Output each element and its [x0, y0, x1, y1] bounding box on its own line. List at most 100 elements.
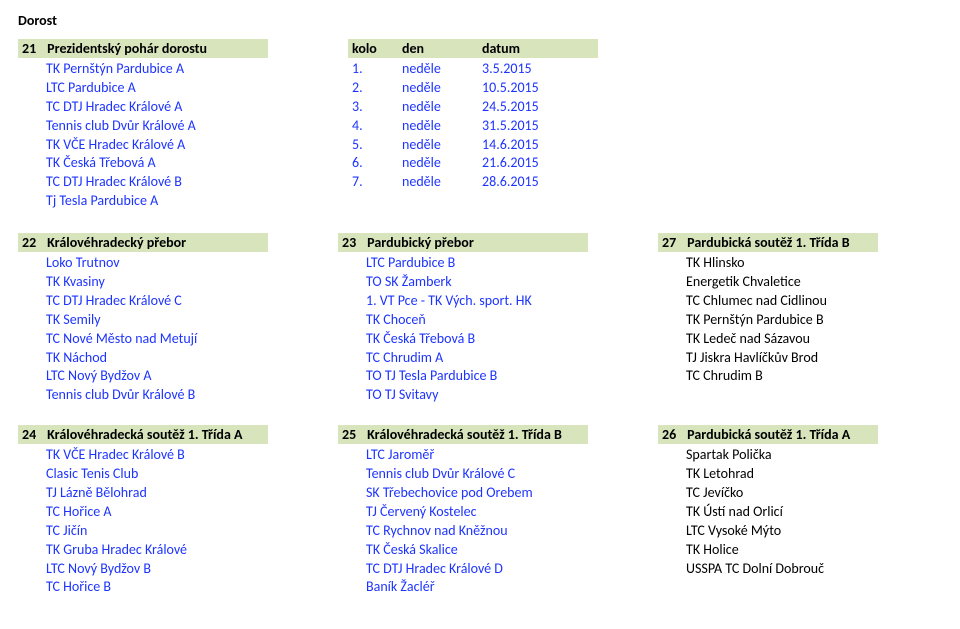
schedule-block: kolo den datum 1. neděle 3.5.2015 2. ned…: [348, 39, 598, 211]
team-item: TJ Lázně Bělohrad: [18, 484, 268, 503]
team-item: TK Holice: [658, 541, 878, 560]
block-22-header: 22 Královéhradecký přebor: [18, 233, 268, 252]
team-item: TK Česká Skalice: [338, 541, 588, 560]
team-item: TC Nové Město nad Metují: [18, 330, 268, 349]
sched-c1: 2.: [352, 79, 402, 98]
block-25-header: 25 Královéhradecká soutěž 1. Třída B: [338, 425, 588, 444]
block-27-header: 27 Pardubická soutěž 1. Třída B: [658, 233, 878, 252]
block-21-header: 21 Prezidentský pohár dorostu: [18, 39, 268, 58]
team-item: TC Hořice A: [18, 503, 268, 522]
sched-c3: 31.5.2015: [482, 117, 562, 136]
schedule-row: 7. neděle 28.6.2015: [348, 173, 598, 192]
block-25: 25 Královéhradecká soutěž 1. Třída B LTC…: [338, 425, 588, 597]
sched-c2: neděle: [402, 173, 482, 192]
block-24-num: 24: [22, 426, 44, 443]
team-item: TK Česká Třebová A: [18, 154, 268, 173]
schedule-row: 6. neděle 21.6.2015: [348, 154, 598, 173]
block-23-num: 23: [342, 234, 364, 251]
block-22-title: Královéhradecký přebor: [47, 234, 186, 251]
team-item: TC Chrudim B: [658, 367, 878, 386]
block-27-title: Pardubická soutěž 1. Třída B: [687, 234, 849, 251]
sched-c3: 10.5.2015: [482, 79, 562, 98]
sched-c2: neděle: [402, 79, 482, 98]
team-item: Loko Trutnov: [18, 254, 268, 273]
team-item: TC Jevíčko: [658, 484, 878, 503]
schedule-header: kolo den datum: [348, 39, 598, 58]
team-item: TC DTJ Hradec Králové D: [338, 560, 588, 579]
team-item: TK Letohrad: [658, 465, 878, 484]
team-item: LTC Jaroměř: [338, 446, 588, 465]
team-item: Tennis club Dvůr Králové C: [338, 465, 588, 484]
block-22-num: 22: [22, 234, 44, 251]
sched-c3: 24.5.2015: [482, 98, 562, 117]
block-22: 22 Královéhradecký přebor Loko Trutnov T…: [18, 233, 268, 405]
team-item: Tennis club Dvůr Králové A: [18, 117, 268, 136]
team-item: TC Chlumec nad Cidlinou: [658, 292, 878, 311]
team-item: TO TJ Svitavy: [338, 386, 588, 405]
block-27: 27 Pardubická soutěž 1. Třída B TK Hlins…: [658, 233, 878, 405]
team-item: Tennis club Dvůr Králové B: [18, 386, 268, 405]
team-item: TK Ledeč nad Sázavou: [658, 330, 878, 349]
team-item: TC DTJ Hradec Králové B: [18, 173, 268, 192]
team-item: LTC Pardubice A: [18, 79, 268, 98]
team-item: TJ Červený Kostelec: [338, 503, 588, 522]
block-25-title: Královéhradecká soutěž 1. Třída B: [367, 426, 562, 443]
sched-c3: 28.6.2015: [482, 173, 562, 192]
block-26-header: 26 Pardubická soutěž 1. Třída A: [658, 425, 878, 444]
team-item: TK Semily: [18, 311, 268, 330]
block-21: 21 Prezidentský pohár dorostu TK Pernštý…: [18, 39, 268, 211]
team-item: TK Pernštýn Pardubice B: [658, 311, 878, 330]
sched-c2: neděle: [402, 154, 482, 173]
schedule-row: 3. neděle 24.5.2015: [348, 98, 598, 117]
team-item: USSPA TC Dolní Dobrouč: [658, 560, 878, 579]
mid-row: 22 Královéhradecký přebor Loko Trutnov T…: [18, 233, 942, 405]
team-item: TK Ústí nad Orlicí: [658, 503, 878, 522]
block-21-title: Prezidentský pohár dorostu: [47, 40, 207, 57]
team-item: TK Náchod: [18, 349, 268, 368]
sched-h1: kolo: [352, 40, 402, 57]
sched-c1: 6.: [352, 154, 402, 173]
sched-c3: 3.5.2015: [482, 60, 562, 79]
team-item: TK Gruba Hradec Králové: [18, 541, 268, 560]
block-26: 26 Pardubická soutěž 1. Třída A Spartak …: [658, 425, 878, 597]
team-item: SK Třebechovice pod Orebem: [338, 484, 588, 503]
schedule-row: 4. neděle 31.5.2015: [348, 117, 598, 136]
sched-c1: 1.: [352, 60, 402, 79]
team-item: TC Rychnov nad Kněžnou: [338, 522, 588, 541]
team-item: TK VČE Hradec Králové B: [18, 446, 268, 465]
sched-c1: 7.: [352, 173, 402, 192]
team-item: Energetik Chvaletice: [658, 273, 878, 292]
team-item: TJ Jiskra Havlíčkův Brod: [658, 349, 878, 368]
team-item: LTC Vysoké Mýto: [658, 522, 878, 541]
team-item: TC Chrudim A: [338, 349, 588, 368]
team-item: TK VČE Hradec Králové A: [18, 136, 268, 155]
team-item: TK Choceň: [338, 311, 588, 330]
page-title: Dorost: [18, 12, 942, 29]
team-item: TC DTJ Hradec Králové A: [18, 98, 268, 117]
team-item: LTC Nový Bydžov A: [18, 367, 268, 386]
team-item: TC Jičín: [18, 522, 268, 541]
top-row: 21 Prezidentský pohár dorostu TK Pernštý…: [18, 39, 942, 211]
team-item: TC DTJ Hradec Králové C: [18, 292, 268, 311]
team-item: TK Kvasiny: [18, 273, 268, 292]
sched-c2: neděle: [402, 98, 482, 117]
sched-c3: 14.6.2015: [482, 136, 562, 155]
sched-c3: 21.6.2015: [482, 154, 562, 173]
team-item: Clasic Tenis Club: [18, 465, 268, 484]
team-item: Spartak Polička: [658, 446, 878, 465]
team-item: LTC Nový Bydžov B: [18, 560, 268, 579]
sched-c2: neděle: [402, 136, 482, 155]
block-26-title: Pardubická soutěž 1. Třída A: [687, 426, 850, 443]
team-item: TO TJ Tesla Pardubice B: [338, 367, 588, 386]
block-25-num: 25: [342, 426, 364, 443]
sched-h3: datum: [482, 40, 562, 57]
block-23-header: 23 Pardubický přebor: [338, 233, 588, 252]
bot-row: 24 Královéhradecká soutěž 1. Třída A TK …: [18, 425, 942, 597]
block-24: 24 Královéhradecká soutěž 1. Třída A TK …: [18, 425, 268, 597]
block-26-num: 26: [662, 426, 684, 443]
team-item: 1. VT Pce - TK Vých. sport. HK: [338, 292, 588, 311]
sched-h2: den: [402, 40, 482, 57]
sched-c1: 5.: [352, 136, 402, 155]
block-23-title: Pardubický přebor: [367, 234, 474, 251]
team-item: TK Pernštýn Pardubice A: [18, 60, 268, 79]
